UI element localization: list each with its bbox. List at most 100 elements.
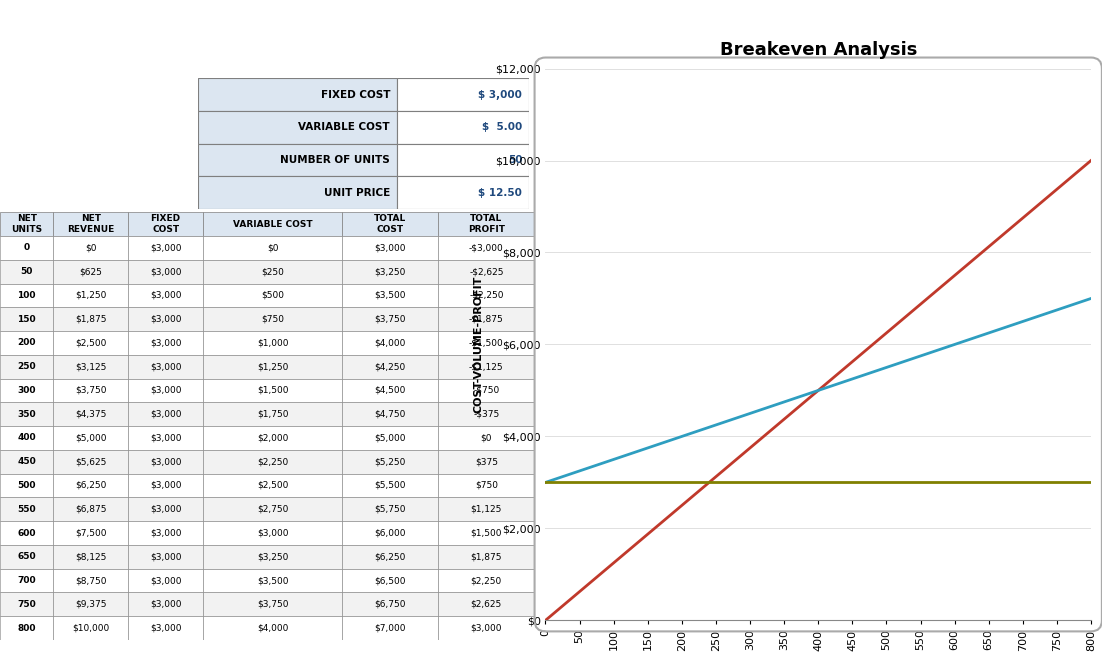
Bar [203, 283, 342, 308]
Text: $5,500: $5,500 [375, 481, 406, 490]
Bar [342, 569, 439, 592]
Text: TOTAL
COST: TOTAL COST [374, 214, 407, 234]
Bar [342, 521, 439, 545]
Bar [342, 616, 439, 640]
Bar [342, 331, 439, 355]
Text: $3,000: $3,000 [150, 362, 182, 371]
Bar [342, 498, 439, 521]
Text: $3,000: $3,000 [257, 528, 289, 537]
Bar [342, 212, 439, 236]
Text: 750: 750 [18, 600, 36, 609]
Bar [439, 402, 534, 426]
Bar [128, 283, 203, 308]
Bar [439, 331, 534, 355]
Text: $250: $250 [261, 267, 284, 276]
Text: $7,000: $7,000 [375, 624, 406, 633]
Text: $3,000: $3,000 [150, 409, 182, 419]
Bar [0, 260, 53, 283]
Text: 550: 550 [18, 505, 36, 514]
Text: $  5.00: $ 5.00 [482, 122, 522, 133]
Bar [342, 379, 439, 402]
Bar [397, 144, 529, 176]
Text: $3,000: $3,000 [150, 528, 182, 537]
Text: $2,000: $2,000 [257, 434, 289, 443]
Text: 400: 400 [18, 434, 36, 443]
Bar [439, 521, 534, 545]
Bar [0, 592, 53, 616]
Text: $750: $750 [261, 315, 284, 324]
Bar [0, 331, 53, 355]
Text: $2,750: $2,750 [257, 505, 289, 514]
Bar [0, 283, 53, 308]
Text: $0: $0 [85, 244, 97, 252]
Text: NET
REVENUE: NET REVENUE [67, 214, 115, 234]
Bar [53, 616, 128, 640]
Text: -$1,875: -$1,875 [469, 315, 504, 324]
Bar [128, 569, 203, 592]
Text: -$1,125: -$1,125 [469, 362, 504, 371]
Text: $3,125: $3,125 [75, 362, 107, 371]
Text: $4,375: $4,375 [75, 409, 107, 419]
Bar [128, 355, 203, 379]
Text: $ 12.50: $ 12.50 [478, 187, 522, 198]
Text: -$375: -$375 [473, 409, 499, 419]
Bar [53, 402, 128, 426]
Text: 200: 200 [18, 338, 36, 347]
Text: $3,000: $3,000 [150, 315, 182, 324]
Text: -$750: -$750 [473, 386, 499, 395]
Text: $9,375: $9,375 [75, 600, 107, 609]
Text: $5,750: $5,750 [375, 505, 406, 514]
Text: TOTAL
PROFIT: TOTAL PROFIT [468, 214, 505, 234]
Bar [53, 331, 128, 355]
Text: $500: $500 [261, 291, 284, 300]
Bar [342, 402, 439, 426]
Bar [128, 331, 203, 355]
Bar [203, 616, 342, 640]
Text: -$1,500: -$1,500 [469, 338, 504, 347]
Bar [439, 450, 534, 473]
Bar [0, 379, 53, 402]
Text: $ 3,000: $ 3,000 [478, 89, 522, 100]
Text: $3,250: $3,250 [257, 552, 289, 562]
Title: Breakeven Analysis: Breakeven Analysis [720, 40, 917, 59]
Text: $2,250: $2,250 [257, 457, 289, 466]
Bar [53, 379, 128, 402]
Bar [397, 176, 529, 209]
Text: $5,250: $5,250 [375, 457, 406, 466]
Text: 150: 150 [18, 315, 36, 324]
Bar [342, 236, 439, 260]
Bar [53, 308, 128, 331]
Bar [0, 545, 53, 569]
Bar [128, 402, 203, 426]
Bar [128, 616, 203, 640]
Text: $1,125: $1,125 [471, 505, 503, 514]
Bar [0, 212, 53, 236]
Text: $4,250: $4,250 [375, 362, 406, 371]
Text: VARIABLE COST: VARIABLE COST [233, 219, 312, 229]
Text: $10,000: $10,000 [73, 624, 109, 633]
Text: $1,250: $1,250 [75, 291, 107, 300]
Text: $3,000: $3,000 [150, 434, 182, 443]
Bar [128, 498, 203, 521]
Bar [128, 308, 203, 331]
Bar [53, 236, 128, 260]
Bar [439, 616, 534, 640]
Text: $3,000: $3,000 [150, 457, 182, 466]
Bar [342, 260, 439, 283]
Bar [203, 236, 342, 260]
Bar [53, 212, 128, 236]
Text: $4,000: $4,000 [257, 624, 289, 633]
Bar [53, 545, 128, 569]
Text: 500: 500 [18, 481, 36, 490]
Bar [203, 331, 342, 355]
Bar [53, 473, 128, 498]
Text: $3,000: $3,000 [150, 600, 182, 609]
Text: $2,500: $2,500 [257, 481, 289, 490]
Bar [439, 283, 534, 308]
Text: $6,000: $6,000 [375, 528, 406, 537]
Bar [0, 473, 53, 498]
Text: $6,750: $6,750 [375, 600, 406, 609]
Bar [439, 379, 534, 402]
Bar [53, 592, 128, 616]
Bar [439, 545, 534, 569]
